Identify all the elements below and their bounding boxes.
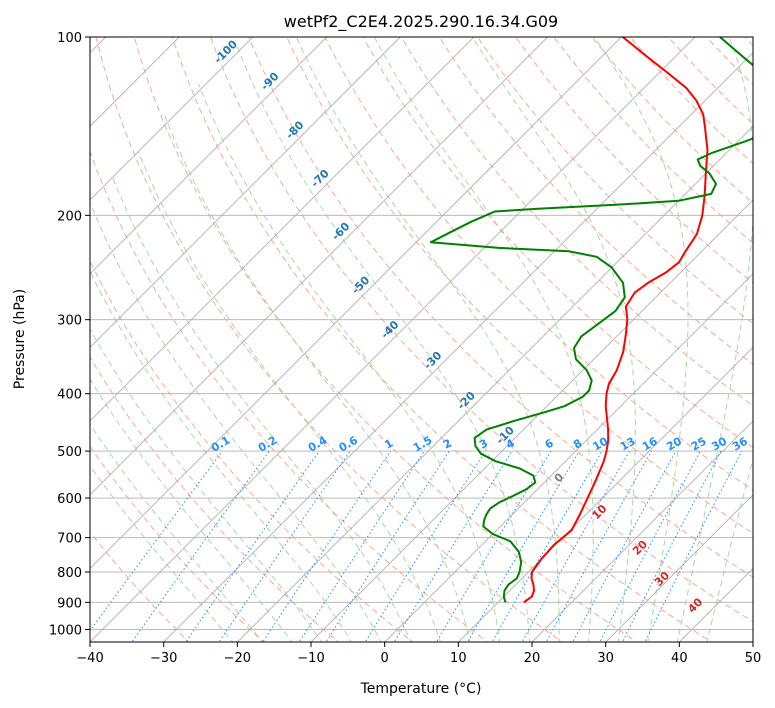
isotherm-line: [0, 10, 59, 654]
dry-adiabat-line: [770, 24, 775, 645]
x-tick-label: −20: [224, 651, 251, 666]
isotherm-line: [605, 494, 753, 642]
isotherm-line: [531, 420, 753, 642]
moist-adiabat-line: [198, 83, 501, 642]
y-tick-label: 400: [57, 388, 82, 403]
x-tick-label: 0: [381, 651, 389, 666]
mixing-ratio-line: [262, 450, 392, 642]
mixing-ratio-line: [298, 450, 425, 642]
y-axis-label: Pressure (hPa): [12, 289, 28, 389]
x-tick-label: 10: [450, 651, 467, 666]
dewpoint-profile-line: [429, 37, 753, 603]
x-tick-label: −10: [297, 651, 324, 666]
mixing-ratio-line: [131, 450, 270, 642]
plot-frame: [89, 36, 754, 643]
dry-adiabat-line: [90, 259, 414, 642]
y-tick-label: 900: [57, 596, 82, 611]
isotherm-line: [90, 37, 254, 201]
moist-adiabat-line: [90, 464, 234, 642]
x-tick-label: 40: [671, 651, 688, 666]
isotherm-line: [90, 37, 328, 275]
temperature-profile-line: [523, 37, 709, 604]
y-tick-label: 600: [57, 492, 82, 507]
isotherm-line: [90, 37, 401, 348]
isotherm-line: [90, 37, 475, 422]
x-tick-label: −30: [150, 651, 177, 666]
mixing-ratio-line: [185, 450, 320, 642]
moist-adiabat-line: [90, 423, 264, 642]
y-tick-label: 300: [57, 314, 82, 329]
mixing-ratio-line: [572, 450, 677, 642]
moist-adiabat-line: [111, 176, 412, 642]
isotherm-line: [457, 346, 753, 642]
isotherm-line: [384, 273, 753, 642]
mixing-ratio-line: [218, 450, 351, 642]
dry-adiabat-line: [90, 150, 489, 642]
y-tick-label: 1000: [49, 623, 82, 638]
moist-adiabat-line: [90, 378, 293, 642]
mixing-ratio-line: [325, 450, 450, 642]
mixing-ratio-line: [599, 450, 701, 642]
moist-adiabat-line: [164, 115, 471, 642]
mixing-ratio-line: [621, 450, 722, 642]
y-tick-label: 200: [57, 209, 82, 224]
x-axis-label: Temperature (°C): [360, 681, 482, 697]
x-tick-label: −40: [76, 651, 103, 666]
mixing-ratio-line: [393, 450, 513, 642]
isotherm-line: [90, 37, 622, 570]
plot-area: [90, 37, 753, 642]
isotherm-line: [90, 37, 549, 496]
x-tick-label: 50: [745, 651, 762, 666]
isotherm-line: [90, 37, 696, 642]
mixing-ratio-line: [90, 450, 223, 632]
isotherm-line: [310, 199, 753, 642]
isotherm-line: [90, 37, 180, 127]
moist-adiabat-line: [90, 327, 323, 642]
x-tick-label: 20: [524, 651, 541, 666]
isotherm-line: [163, 52, 753, 642]
moist-adiabat-line: [90, 270, 352, 642]
y-tick-label: 100: [57, 31, 82, 46]
y-tick-label: 800: [57, 566, 82, 581]
moist-adiabat-line: [137, 151, 441, 642]
x-tick-label: 30: [597, 651, 614, 666]
mixing-ratio-line: [364, 450, 486, 642]
chart-title: wetPf2_C2E4.2025.290.16.34.G09: [284, 12, 558, 32]
y-tick-label: 500: [57, 445, 82, 460]
mixing-ratio-line: [466, 450, 580, 642]
isotherm-line: [236, 125, 753, 642]
moist-adiabat-line: [90, 201, 382, 642]
y-tick-label: 700: [57, 532, 82, 547]
